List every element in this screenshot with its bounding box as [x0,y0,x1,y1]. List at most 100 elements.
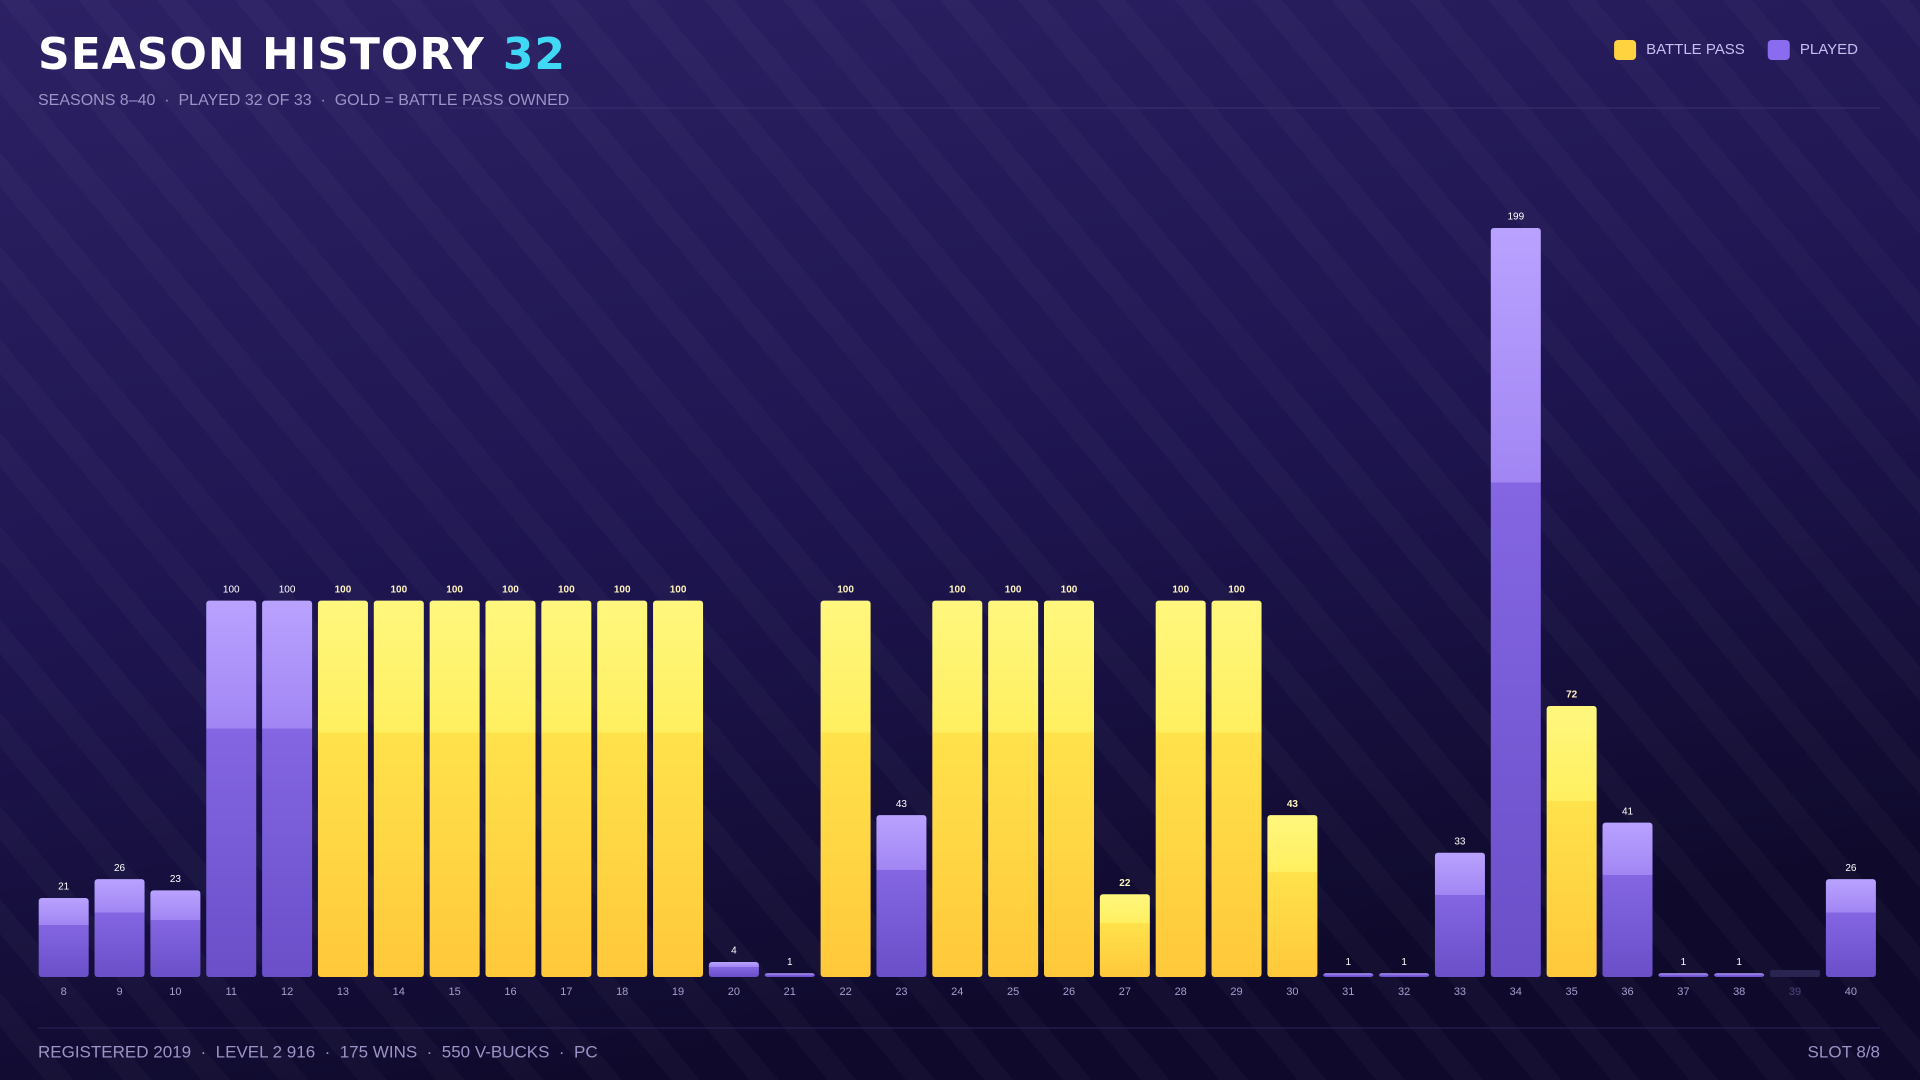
value-label: 1 [1345,957,1351,968]
value-label: 100 [502,584,519,595]
value-label: 26 [1845,863,1857,874]
value-label: 22 [1119,878,1131,889]
value-label: 1 [1681,957,1687,968]
bar [988,600,1039,977]
x-tick-label: 33 [1454,986,1466,998]
empty-bar [1770,970,1821,977]
value-label: 1 [1401,957,1407,968]
value-label: 21 [58,882,70,893]
value-label: 100 [670,584,687,595]
footer: REGISTERED 2019 · LEVEL 2 916 · 175 WINS… [38,1042,598,1061]
value-label: 100 [1061,584,1078,595]
x-tick-label: 8 [61,986,67,998]
x-tick-label: 21 [784,986,796,998]
bar [317,600,368,977]
bar [150,890,201,977]
footer-slot: SLOT 8/8 [1808,1042,1880,1061]
legend-label: PLAYED [1800,41,1858,58]
x-tick-label: 15 [449,986,461,998]
value-label: 23 [170,874,182,885]
bar [1155,600,1206,977]
value-label: 100 [1228,584,1245,595]
value-label: 100 [1172,584,1189,595]
bar [653,600,704,977]
x-tick-label: 13 [337,986,349,998]
legend-swatch [1767,40,1790,60]
bar [1211,600,1262,977]
legend-label: BATTLE PASS [1646,41,1745,58]
bar [1267,815,1318,977]
value-label: 33 [1454,836,1466,847]
value-label: 100 [446,584,463,595]
x-tick-label: 26 [1063,986,1075,998]
x-tick-label: 36 [1621,986,1633,998]
bar [708,961,759,977]
x-tick-label: 40 [1845,986,1857,998]
x-tick-label: 16 [504,986,516,998]
bar [764,973,815,977]
x-tick-label: 31 [1342,986,1354,998]
bar [1044,600,1094,977]
title: SEASON HISTORY [38,29,485,80]
bar [1379,973,1430,977]
bar [1658,973,1709,977]
x-tick-label: 30 [1286,986,1298,998]
value-label: 100 [1005,584,1022,595]
value-label: 100 [279,584,296,595]
x-tick-label: 18 [616,986,628,998]
bar [597,600,648,977]
value-label: 100 [614,584,631,595]
bar [1602,822,1653,977]
x-tick-label: 32 [1398,986,1410,998]
x-tick-label: 20 [728,986,740,998]
subtitle: SEASONS 8–40 · PLAYED 32 OF 33 · GOLD = … [38,92,569,109]
x-tick-label: 34 [1510,986,1522,998]
value-label: 41 [1622,806,1634,817]
x-tick-label: 35 [1566,986,1578,998]
bar [1825,879,1876,977]
bar [1714,973,1765,977]
value-label: 100 [390,584,407,595]
x-tick-label: 19 [672,986,684,998]
bar [1323,973,1374,977]
bar [38,897,89,977]
x-tick-label: 24 [951,986,963,998]
value-label: 199 [1507,212,1524,223]
value-label: 100 [837,584,854,595]
bar [485,600,536,977]
x-tick-label: 25 [1007,986,1019,998]
x-tick-label: 28 [1175,986,1187,998]
bar [206,600,257,977]
bar [94,879,145,977]
x-tick-label: 12 [281,986,293,998]
bar [373,600,424,977]
bar [1434,852,1485,977]
x-tick-label: 10 [169,986,181,998]
value-label: 100 [558,584,575,595]
value-label: 100 [949,584,966,595]
x-tick-label: 37 [1677,986,1689,998]
bar [262,600,313,977]
value-label: 43 [896,799,908,810]
x-tick-label: 29 [1230,986,1242,998]
bar [1099,894,1150,977]
value-label: 43 [1287,799,1299,810]
bar [932,600,983,977]
value-label: 100 [335,584,352,595]
bar [820,600,871,977]
bar [429,600,480,977]
x-tick-label: 27 [1119,986,1131,998]
bar [1490,228,1541,977]
x-tick-label: 22 [839,986,851,998]
x-tick-label: 38 [1733,986,1745,998]
x-tick-label: 17 [560,986,572,998]
value-label: 1 [787,957,793,968]
value-label: 26 [114,863,126,874]
bar [876,815,927,977]
value-label: 4 [731,946,737,957]
bar [1546,706,1597,977]
value-label: 1 [1736,957,1742,968]
x-tick-label: 23 [895,986,907,998]
x-tick-label: 11 [226,986,237,998]
